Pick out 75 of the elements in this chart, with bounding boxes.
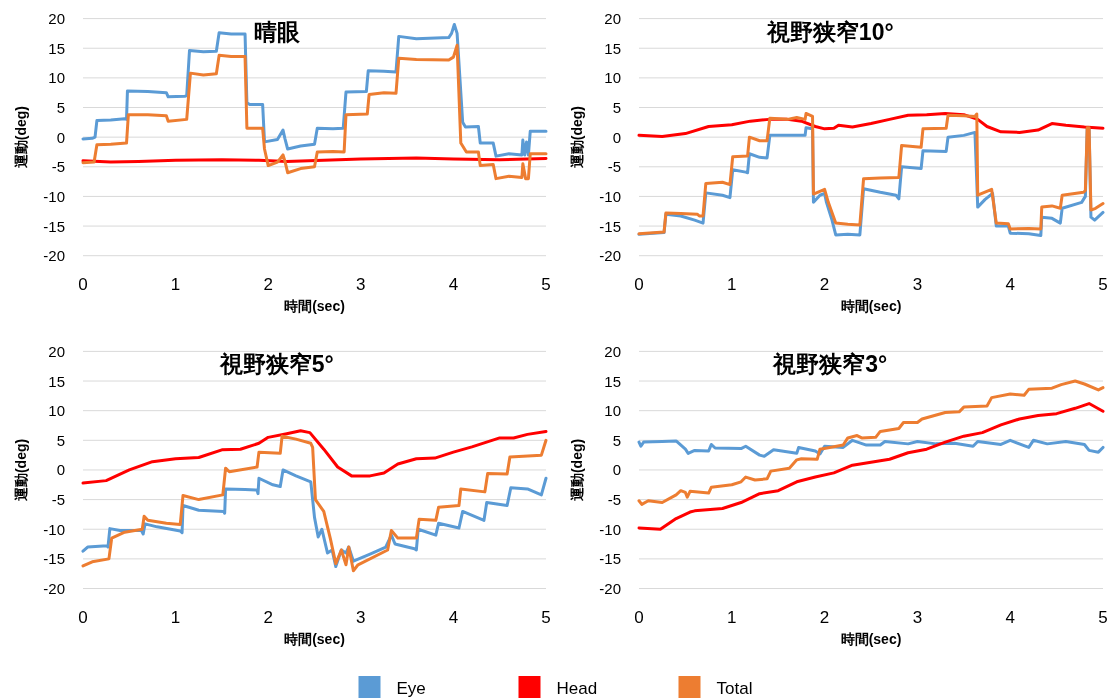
y-axis-title: 運動(deg): [13, 438, 29, 503]
x-tick-label: 4: [1005, 274, 1015, 294]
y-tick-label: 0: [56, 128, 65, 146]
y-tick-label: 15: [48, 372, 65, 390]
x-tick-label: 5: [541, 274, 551, 294]
chart-title: 視野狭窄3°: [772, 351, 888, 378]
y-tick-label: -5: [51, 491, 65, 509]
y-tick-label: 20: [48, 10, 65, 28]
y-axis-title: 運動(deg): [569, 106, 585, 170]
x-tick-label: 1: [727, 607, 737, 627]
y-axis-title: 運動(deg): [569, 438, 585, 503]
y-tick-label: -15: [43, 217, 65, 235]
y-tick-label: -20: [599, 247, 621, 265]
x-tick-label: 5: [1098, 607, 1107, 627]
y-tick-label: 20: [48, 342, 65, 360]
x-tick-label: 2: [263, 607, 273, 627]
y-tick-label: 20: [604, 342, 621, 360]
y-tick-label: -20: [43, 580, 65, 597]
y-tick-label: -10: [599, 520, 621, 538]
y-tick-label: 0: [56, 461, 65, 479]
y-tick-label: 15: [604, 39, 621, 57]
legend-label: Eye: [396, 679, 426, 698]
x-axis-title: 時間(sec): [840, 297, 902, 314]
y-tick-label: -15: [43, 550, 65, 568]
y-tick-label: 0: [612, 461, 621, 479]
y-tick-label: 5: [56, 431, 65, 449]
x-tick-label: 3: [356, 274, 366, 294]
x-axis-title: 時間(sec): [284, 630, 345, 647]
y-tick-label: -15: [599, 217, 621, 235]
y-tick-label: -10: [599, 187, 621, 205]
x-tick-label: 0: [78, 607, 88, 627]
y-tick-label: 10: [604, 69, 621, 87]
x-tick-label: 1: [170, 274, 181, 294]
x-tick-label: 1: [170, 607, 181, 627]
y-tick-label: 10: [604, 402, 621, 420]
x-axis-title: 時間(sec): [840, 630, 902, 647]
chart-title: 晴眼: [253, 18, 301, 45]
y-tick-label: -5: [51, 158, 65, 176]
y-tick-label: 15: [48, 39, 65, 57]
y-tick-label: -5: [607, 491, 621, 509]
x-tick-label: 3: [912, 607, 923, 627]
x-tick-label: 5: [541, 607, 551, 627]
chart-title: 視野狭窄5°: [218, 351, 334, 378]
x-tick-label: 3: [356, 607, 366, 627]
y-axis-title: 運動(deg): [13, 106, 29, 170]
x-tick-label: 5: [1098, 274, 1107, 294]
x-axis-title: 時間(sec): [284, 297, 345, 314]
y-tick-label: 0: [612, 128, 621, 146]
x-tick-label: 1: [727, 274, 737, 294]
x-tick-label: 0: [634, 274, 644, 294]
legend-label: Total: [716, 679, 753, 698]
chart-title: 視野狭窄10°: [765, 18, 894, 45]
x-tick-label: 2: [819, 274, 830, 294]
y-tick-label: 20: [604, 10, 621, 28]
y-tick-label: 5: [612, 99, 621, 117]
x-tick-label: 4: [448, 607, 459, 627]
x-tick-label: 2: [263, 274, 273, 294]
y-tick-label: -20: [43, 247, 65, 265]
y-tick-label: -5: [607, 158, 621, 176]
y-tick-label: 10: [48, 69, 65, 87]
x-tick-label: 3: [912, 274, 923, 294]
y-tick-label: -10: [43, 520, 65, 538]
x-tick-label: 2: [819, 607, 830, 627]
legend-label: Head: [556, 679, 598, 698]
y-tick-label: 5: [612, 431, 621, 449]
x-tick-label: 0: [78, 274, 88, 294]
y-tick-label: -10: [43, 187, 65, 205]
y-tick-label: 10: [48, 402, 65, 420]
y-tick-label: -20: [599, 580, 621, 597]
y-tick-label: 15: [604, 372, 621, 390]
x-tick-label: 0: [634, 607, 644, 627]
x-tick-label: 4: [1005, 607, 1015, 627]
x-tick-label: 4: [448, 274, 459, 294]
y-tick-label: -15: [599, 550, 621, 568]
y-tick-label: 5: [56, 99, 65, 117]
